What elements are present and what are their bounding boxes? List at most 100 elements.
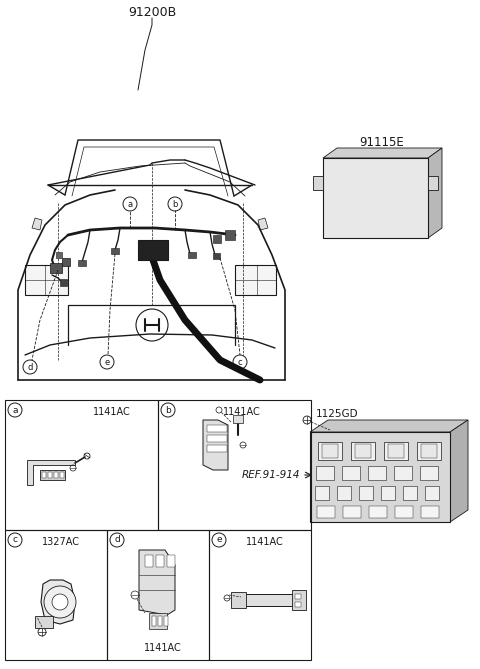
Bar bbox=[35, 616, 53, 628]
Bar bbox=[295, 602, 301, 607]
Polygon shape bbox=[27, 460, 75, 485]
Bar bbox=[403, 486, 417, 500]
Bar bbox=[207, 445, 227, 452]
Text: b: b bbox=[172, 199, 178, 209]
Polygon shape bbox=[25, 265, 68, 295]
Bar bbox=[322, 444, 338, 458]
Bar bbox=[351, 442, 375, 460]
Bar bbox=[244, 594, 294, 606]
Bar bbox=[421, 444, 437, 458]
Bar bbox=[369, 506, 387, 518]
Bar bbox=[388, 444, 404, 458]
Bar bbox=[310, 432, 450, 522]
Circle shape bbox=[136, 309, 168, 341]
Bar bbox=[421, 506, 439, 518]
Bar bbox=[318, 442, 342, 460]
Polygon shape bbox=[139, 550, 175, 615]
Text: d: d bbox=[114, 535, 120, 545]
Bar bbox=[213, 235, 221, 243]
Bar bbox=[384, 442, 408, 460]
Circle shape bbox=[44, 586, 76, 618]
Bar bbox=[337, 486, 351, 500]
Polygon shape bbox=[41, 580, 75, 624]
Text: d: d bbox=[27, 363, 33, 371]
Bar bbox=[315, 486, 329, 500]
Bar bbox=[50, 263, 62, 273]
Bar bbox=[156, 555, 164, 567]
Bar bbox=[60, 279, 67, 286]
Bar bbox=[292, 590, 306, 610]
Polygon shape bbox=[235, 265, 276, 295]
Bar bbox=[152, 616, 156, 626]
Text: 1141AC: 1141AC bbox=[223, 407, 261, 417]
Bar bbox=[323, 158, 428, 238]
Text: c: c bbox=[12, 535, 17, 545]
Bar bbox=[343, 506, 361, 518]
Bar bbox=[42, 472, 46, 478]
Text: REF.91-914: REF.91-914 bbox=[241, 470, 300, 480]
Bar bbox=[359, 486, 373, 500]
Bar bbox=[111, 248, 119, 254]
Bar bbox=[225, 230, 235, 240]
Bar bbox=[56, 252, 62, 258]
Bar bbox=[48, 472, 52, 478]
Text: a: a bbox=[12, 405, 18, 415]
Text: e: e bbox=[104, 357, 109, 367]
Bar bbox=[233, 415, 243, 423]
Bar bbox=[5, 400, 158, 530]
Bar bbox=[381, 486, 395, 500]
Bar bbox=[207, 435, 227, 442]
Bar bbox=[188, 252, 196, 258]
Text: 91115E: 91115E bbox=[360, 136, 404, 149]
Bar bbox=[420, 466, 438, 480]
Polygon shape bbox=[310, 420, 468, 432]
Bar bbox=[317, 506, 335, 518]
Text: c: c bbox=[238, 357, 242, 367]
Bar bbox=[78, 260, 86, 266]
Text: b: b bbox=[165, 405, 171, 415]
Polygon shape bbox=[203, 420, 228, 470]
Bar bbox=[231, 592, 246, 608]
Bar bbox=[355, 444, 371, 458]
Polygon shape bbox=[323, 148, 442, 158]
Bar bbox=[395, 506, 413, 518]
Polygon shape bbox=[258, 218, 268, 230]
Bar bbox=[138, 240, 168, 260]
Bar bbox=[5, 530, 107, 660]
Bar bbox=[295, 594, 301, 599]
Bar bbox=[158, 616, 162, 626]
Text: e: e bbox=[216, 535, 222, 545]
Text: 91200B: 91200B bbox=[128, 5, 176, 19]
Bar bbox=[54, 472, 58, 478]
Bar bbox=[164, 616, 168, 626]
Text: 1125GD: 1125GD bbox=[316, 409, 358, 419]
Bar bbox=[209, 530, 311, 660]
Bar bbox=[425, 486, 439, 500]
Bar bbox=[213, 253, 220, 259]
Bar bbox=[342, 466, 360, 480]
Bar bbox=[60, 472, 64, 478]
Text: a: a bbox=[127, 199, 132, 209]
Bar bbox=[394, 466, 412, 480]
Polygon shape bbox=[32, 218, 42, 230]
Text: 1141AC: 1141AC bbox=[246, 537, 284, 547]
Polygon shape bbox=[428, 148, 442, 238]
Bar bbox=[207, 425, 227, 432]
Bar bbox=[428, 176, 438, 190]
Text: 1141AC: 1141AC bbox=[93, 407, 131, 417]
Circle shape bbox=[52, 594, 68, 610]
Bar bbox=[368, 466, 386, 480]
Polygon shape bbox=[450, 420, 468, 522]
Bar bbox=[313, 176, 323, 190]
Text: 1327AC: 1327AC bbox=[42, 537, 80, 547]
Bar bbox=[145, 555, 153, 567]
Bar bbox=[417, 442, 441, 460]
Text: 1141AC: 1141AC bbox=[144, 643, 182, 653]
Bar bbox=[158, 400, 311, 530]
Bar bbox=[62, 258, 70, 266]
Bar bbox=[316, 466, 334, 480]
Bar bbox=[107, 530, 209, 660]
Bar bbox=[40, 470, 65, 480]
Bar bbox=[167, 555, 175, 567]
Bar bbox=[149, 613, 167, 629]
